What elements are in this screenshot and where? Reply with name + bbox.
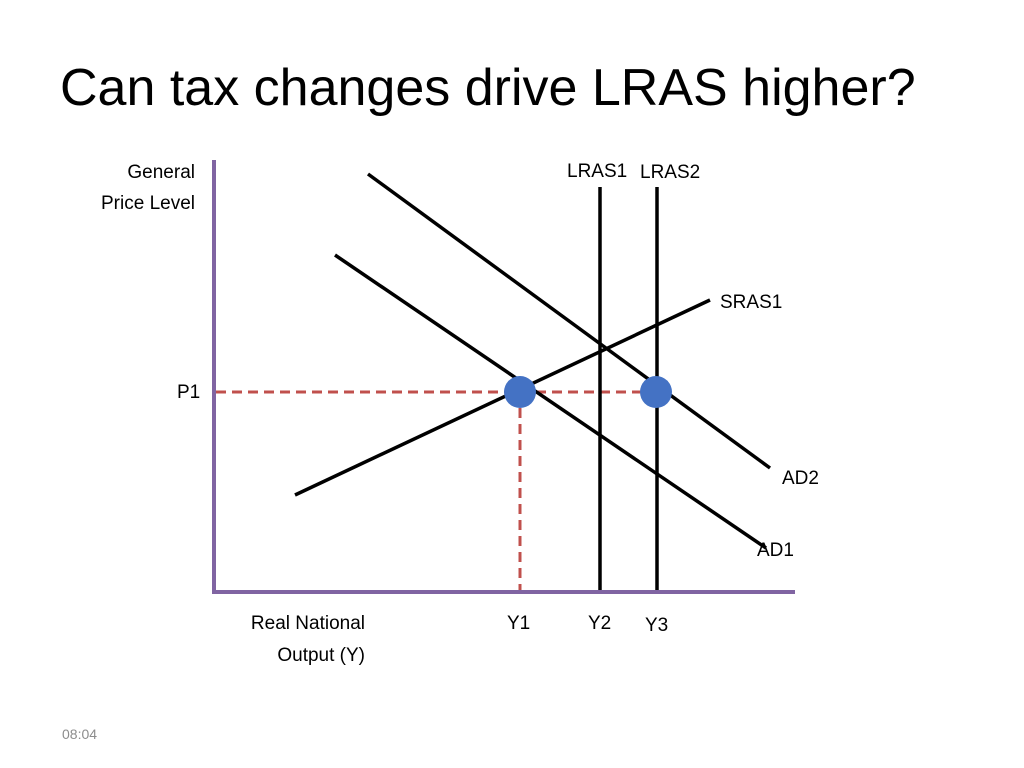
x-axis-label-line-1: Real National [251, 613, 365, 634]
ad2-line [366, 172, 772, 470]
x-axis-label-line-2: Output (Y) [277, 645, 365, 666]
sras1-label: SRAS1 [720, 292, 782, 313]
y1-label: Y1 [507, 613, 530, 634]
ad1-line [334, 253, 767, 550]
y-axis-label-line-1: General [127, 162, 195, 183]
slide-title: Can tax changes drive LRAS higher? [60, 59, 916, 117]
lras1-label: LRAS1 [567, 161, 627, 182]
y-axis-label-line-2: Price Level [101, 193, 195, 214]
ad1-label: AD1 [757, 540, 794, 561]
slide-timestamp: 08:04 [62, 726, 98, 742]
y2-label: Y2 [588, 613, 611, 634]
sras1-line [294, 298, 711, 497]
p1-label: P1 [177, 382, 200, 403]
ad2-label: AD2 [782, 468, 819, 489]
lras2-label: LRAS2 [640, 162, 700, 183]
y3-label: Y3 [645, 615, 668, 636]
equilibrium-point-1 [504, 376, 536, 408]
equilibrium-point-2 [640, 376, 672, 408]
